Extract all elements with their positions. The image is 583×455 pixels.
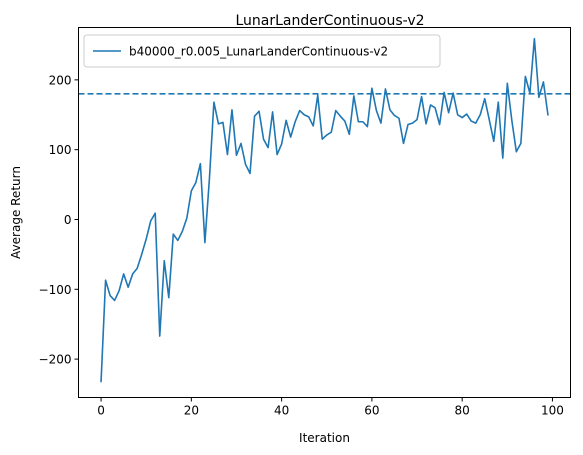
- series-line-0: [100, 37, 549, 383]
- x-tick-label: 40: [274, 404, 289, 418]
- y-tick-label: 200: [49, 73, 72, 87]
- plot-layer: [78, 37, 571, 383]
- x-tick-label: 80: [455, 404, 470, 418]
- x-tick-label: 20: [184, 404, 199, 418]
- y-tick-label: −100: [39, 283, 72, 297]
- x-tick-label: 100: [541, 404, 564, 418]
- legend-box: [83, 34, 441, 68]
- chart-title: LunarLanderContinuous-v2: [235, 13, 424, 29]
- x-tick-label: 0: [97, 404, 105, 418]
- y-axis-label: Average Return: [9, 166, 23, 259]
- legend: b40000_r0.005_LunarLanderContinuous-v2: [83, 34, 441, 68]
- y-tick-label: 100: [49, 143, 72, 157]
- x-axis-label: Iteration: [299, 431, 350, 445]
- x-tick-label: 60: [364, 404, 379, 418]
- ticks-layer: 0 20 40 60 80 100 −200 −100 0 100 200: [39, 73, 564, 417]
- y-tick-label: −200: [39, 353, 72, 367]
- legend-series-label: b40000_r0.005_LunarLanderContinuous-v2: [129, 45, 388, 59]
- y-tick-label: 0: [64, 213, 72, 227]
- axes-frame: [78, 27, 571, 398]
